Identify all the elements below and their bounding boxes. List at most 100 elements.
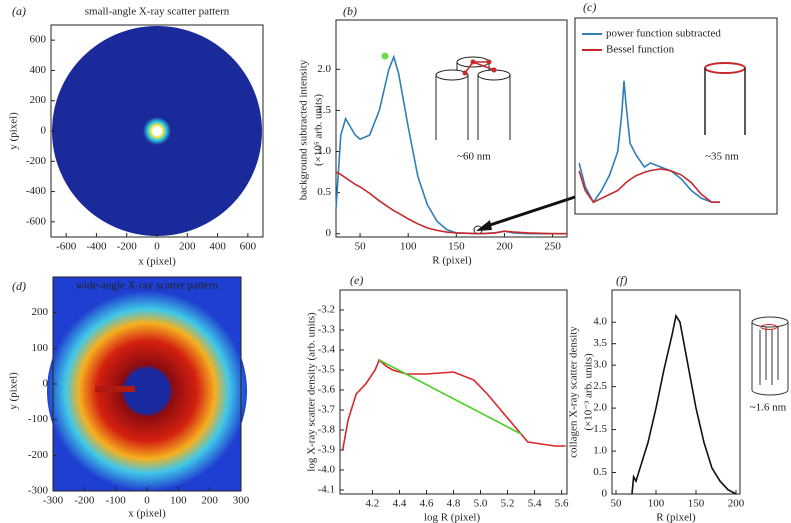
y-axis-label: background subtracted intensity bbox=[298, 59, 310, 200]
y-tick-label: 0 bbox=[602, 488, 608, 500]
y-tick-label: 1.5 bbox=[593, 423, 607, 435]
x-tick-label: -400 bbox=[86, 241, 107, 253]
y-tick-label: 1.0 bbox=[593, 445, 607, 457]
chart-title: small-angle X-ray scatter pattern bbox=[85, 6, 230, 18]
x-tick-label: 50 bbox=[355, 241, 367, 253]
x-axis-label: x (pixel) bbox=[138, 256, 176, 268]
x-tick-label: 50 bbox=[611, 498, 623, 510]
y-tick-label: -3.8 bbox=[318, 424, 336, 436]
x-tick-label: 0 bbox=[144, 495, 150, 507]
y-tick-label: -3.7 bbox=[318, 404, 336, 416]
annotation: ~60 nm bbox=[457, 151, 491, 163]
x-tick-label: 300 bbox=[233, 495, 250, 507]
y-tick-label: -400 bbox=[26, 185, 47, 197]
x-tick-label: 100 bbox=[400, 241, 417, 253]
y-tick-label: -200 bbox=[28, 449, 49, 461]
zoom-arrow bbox=[473, 195, 576, 235]
y-tick-label: -3.3 bbox=[318, 324, 336, 336]
y-axis-label: log X-ray scatter density (arb. units) bbox=[306, 312, 318, 472]
cylinders-f bbox=[751, 316, 789, 396]
y-axis-label: y (pixel) bbox=[8, 112, 20, 150]
y-tick-label: 0 bbox=[41, 125, 47, 137]
x-tick-label: -300 bbox=[43, 495, 64, 507]
series-line bbox=[578, 80, 720, 204]
x-tick-label: 150 bbox=[688, 498, 705, 510]
y-tick-label: 0 bbox=[326, 227, 332, 239]
x-tick-label: 5.2 bbox=[501, 498, 515, 510]
y-tick-label: -4.0 bbox=[318, 464, 336, 476]
y-tick-label: 0 bbox=[43, 378, 49, 390]
y-tick-label: 600 bbox=[30, 34, 47, 46]
y-tick-label: 3.5 bbox=[593, 337, 607, 349]
y-tick-label: 100 bbox=[32, 342, 49, 354]
series-line bbox=[378, 359, 522, 435]
plot-frame bbox=[339, 289, 568, 495]
x-axis-label: R (pixel) bbox=[656, 512, 696, 523]
annotation: ~1.6 nm bbox=[750, 402, 787, 414]
x-tick-label: 200 bbox=[201, 495, 218, 507]
x-axis-label: R (pixel) bbox=[432, 255, 472, 267]
y-tick-label: 3.0 bbox=[593, 359, 607, 371]
y-tick-label: 2.0 bbox=[593, 402, 607, 414]
x-tick-label: 150 bbox=[448, 241, 465, 253]
y-tick-label: -3.9 bbox=[318, 444, 336, 456]
plot-frame bbox=[574, 17, 778, 215]
y-tick-label: 4.0 bbox=[593, 316, 607, 328]
x-tick-label: 4.6 bbox=[420, 498, 434, 510]
y-axis-label: (×10⁵ arb. units) bbox=[313, 94, 325, 166]
panel-label: (e) bbox=[350, 273, 363, 287]
x-tick-label: 5.6 bbox=[555, 498, 569, 510]
x-tick-label: 200 bbox=[728, 498, 745, 510]
y-tick-label: 0.5 bbox=[317, 186, 331, 198]
x-tick-label: 400 bbox=[209, 241, 226, 253]
x-tick-label: 100 bbox=[648, 498, 665, 510]
panel-label: (f) bbox=[616, 273, 627, 287]
plot-frame bbox=[335, 19, 568, 238]
x-tick-label: 4.2 bbox=[366, 498, 380, 510]
legend-label: power function subtracted bbox=[606, 28, 721, 40]
x-tick-label: -200 bbox=[117, 241, 138, 253]
y-tick-label: -300 bbox=[28, 485, 49, 497]
series-line bbox=[631, 313, 737, 495]
plot-frame bbox=[611, 289, 741, 495]
y-tick-label: 2.5 bbox=[593, 380, 607, 392]
x-tick-label: 200 bbox=[179, 241, 196, 253]
cylinders-b bbox=[381, 52, 511, 140]
y-tick-label: -3.5 bbox=[318, 364, 336, 376]
y-tick-label: -3.6 bbox=[318, 384, 336, 396]
heatmap-d bbox=[47, 277, 247, 491]
chart-title: wide-angle X-ray scatter pattern bbox=[76, 280, 219, 292]
series-line bbox=[335, 171, 567, 235]
series-line bbox=[341, 358, 566, 451]
x-tick-label: -600 bbox=[56, 241, 77, 253]
y-tick-label: -3.4 bbox=[318, 344, 336, 356]
y-tick-label: 200 bbox=[30, 94, 47, 106]
y-tick-label: 2.0 bbox=[317, 63, 331, 75]
y-tick-label: 0.5 bbox=[593, 466, 607, 478]
x-tick-label: 5.0 bbox=[474, 498, 488, 510]
x-tick-label: 0 bbox=[154, 241, 160, 253]
heatmap-a bbox=[52, 26, 262, 236]
series-line bbox=[335, 54, 567, 235]
y-tick-label: 1.5 bbox=[317, 104, 331, 116]
panel-label: (b) bbox=[343, 4, 357, 18]
x-axis-label: x (pixel) bbox=[128, 508, 166, 520]
y-tick-label: 400 bbox=[30, 64, 47, 76]
x-tick-label: 250 bbox=[544, 241, 561, 253]
y-axis-label: collagen X-ray scatter density bbox=[568, 326, 580, 458]
y-tick-label: -200 bbox=[26, 155, 47, 167]
y-tick-label: -3.2 bbox=[318, 304, 335, 316]
x-tick-label: 600 bbox=[240, 241, 257, 253]
y-axis-label: y (pixel) bbox=[8, 372, 20, 410]
panel-label: (c) bbox=[583, 0, 596, 14]
y-tick-label: 1.0 bbox=[317, 145, 331, 157]
x-tick-label: 5.4 bbox=[528, 498, 542, 510]
x-tick-label: -100 bbox=[106, 495, 127, 507]
y-axis-label: (×10⁻³ arb. units) bbox=[583, 353, 595, 431]
x-axis-label: log R (pixel) bbox=[424, 512, 481, 523]
cylinder-c bbox=[704, 62, 746, 135]
y-tick-label: 200 bbox=[32, 306, 49, 318]
x-tick-label: 200 bbox=[496, 241, 513, 253]
panel-label: (d) bbox=[12, 279, 26, 293]
